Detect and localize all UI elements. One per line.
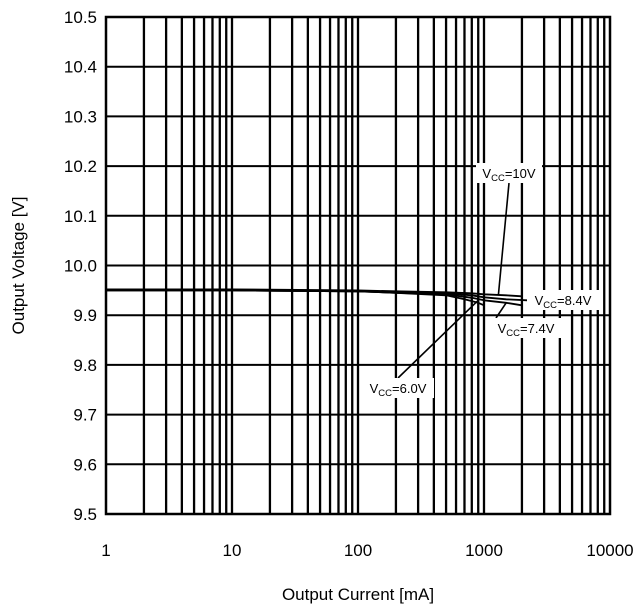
x-tick-label: 1000 [465,541,503,560]
x-tick-label: 10000 [586,541,633,560]
annotation-subscript: CC [543,300,557,311]
x-tick-labels: 1 10 100 1000 10000 [101,541,633,560]
series-annotation-label: VCC=7.4V [498,321,555,339]
annotation-tail: =8.4V [557,293,592,308]
annotation-tail: =10V [505,166,536,181]
y-tick-label: 10.5 [64,8,97,27]
annotation-leader-line [495,302,507,319]
y-tick-label: 9.6 [73,455,97,474]
y-tick-labels: 9.5 9.6 9.7 9.8 9.9 10.0 10.1 10.2 10.3 10.4 10.5 [64,8,97,524]
y-tick-label: 9.7 [73,406,97,425]
y-tick-label: 9.9 [73,306,97,325]
annotation-main: V [535,293,544,308]
annotation-tail: =7.4V [520,321,555,336]
y-tick-label: 9.5 [73,505,97,524]
series-annotation-label: VCC=8.4V [535,293,592,311]
annotation-subscript: CC [491,173,505,184]
annotation-main: V [482,166,491,181]
annotation-leader-line [397,299,479,379]
annotation-main: V [370,381,379,396]
y-tick-label: 10.0 [64,257,97,276]
series-annotation-label: VCC=6.0V [370,381,427,399]
y-tick-label: 9.8 [73,356,97,375]
annotation-box [362,378,434,398]
annotation-main: V [498,321,507,336]
annotation-leader-line [497,182,510,296]
annotation-box [476,163,542,183]
x-tick-label: 1 [101,541,110,560]
plot-frame [104,15,612,516]
y-axis-label: Output Voltage [V] [9,197,28,335]
annotation-subscript: CC [506,328,520,339]
x-axis-label: Output Current [mA] [282,585,434,604]
x-tick-label: 100 [344,541,372,560]
y-tick-label: 10.1 [64,207,97,226]
annotation-box [527,290,599,310]
annotation-subscript: CC [378,388,392,399]
series-line [106,289,528,302]
annotation-box [490,318,562,338]
annotation-tail: =6.0V [392,381,427,396]
series-annotation-label: VCC=10V [482,166,535,184]
y-tick-label: 10.4 [64,58,97,77]
grid [106,17,610,514]
y-tick-label: 10.2 [64,157,97,176]
y-tick-label: 10.3 [64,107,97,126]
x-tick-label: 10 [223,541,242,560]
